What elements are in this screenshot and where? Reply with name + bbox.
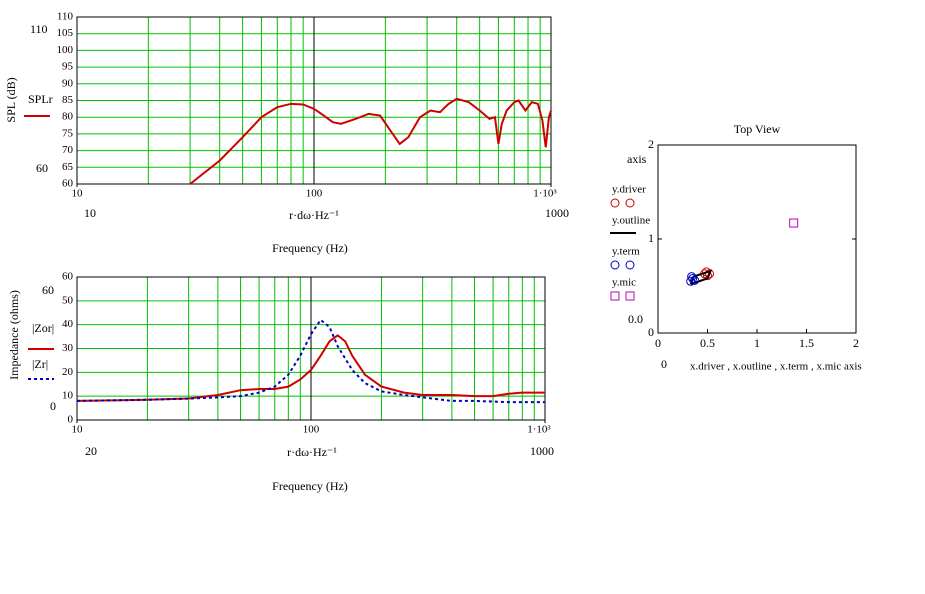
y-axis-label: SPL (dB): [4, 77, 18, 122]
y-tick-label: 95: [62, 61, 74, 73]
x-tick-label: 2: [853, 336, 859, 350]
x-limit-label: 1000: [545, 206, 569, 220]
legend-label: y.term: [612, 246, 640, 258]
y-tick-label: 20: [62, 366, 74, 378]
y-tick-label: 110: [57, 11, 74, 23]
y-tick-label: 40: [62, 318, 74, 330]
point: [686, 276, 696, 286]
x-limit-label: 20: [85, 444, 97, 458]
point: [704, 269, 714, 279]
legend-swatch: [610, 260, 620, 270]
y-tick-label: 105: [57, 27, 74, 39]
legend-swatch: [625, 291, 635, 301]
y-tick-label: 0: [648, 325, 654, 339]
y-limit-label: 110: [30, 22, 48, 36]
plot-frame: [76, 16, 552, 185]
legend-label: SPLr: [28, 92, 53, 106]
x-expression: r·dω·Hz⁻¹: [287, 445, 337, 459]
y-limit-label: 60: [42, 283, 54, 297]
x-tick-label: 10: [72, 188, 84, 200]
plot-frame: [76, 276, 546, 421]
y-tick-label: 75: [62, 127, 74, 139]
x-limit-label: 10: [84, 206, 96, 220]
x-tick-label: 1.5: [799, 336, 814, 350]
x-tick-label: 1·10³: [533, 188, 557, 200]
y-tick-label: 1: [648, 231, 654, 245]
chart-title: Top View: [734, 122, 781, 136]
y-tick-label: 60: [62, 271, 74, 283]
plot-frame: [657, 144, 857, 334]
legend-label: y.driver: [612, 184, 646, 196]
point: [789, 218, 799, 228]
outline: [689, 269, 713, 286]
y-tick-label: 90: [62, 77, 74, 89]
y-limit-label: 60: [36, 161, 48, 175]
x-tick-label: 10: [72, 424, 84, 436]
legend-swatch: [610, 291, 620, 301]
y-axis-label: Impedance (ohms): [7, 290, 21, 380]
legend-swatch: [625, 260, 635, 270]
legend-label: |Zor|: [32, 321, 54, 335]
y-tick-label: 65: [62, 161, 74, 173]
point: [687, 272, 697, 282]
x-tick-label: 1: [754, 336, 760, 350]
y-tick-label: 10: [62, 390, 74, 402]
series-line: [189, 97, 552, 185]
y-limit-label: 0.0: [628, 312, 643, 326]
y-tick-label: 60: [62, 178, 74, 190]
series-line: [76, 334, 545, 402]
x-tick-label: 0: [655, 336, 661, 350]
y-tick-label: 100: [57, 44, 74, 56]
x-tick-label: 100: [303, 424, 320, 436]
point: [688, 273, 698, 283]
legend-label: y.outline: [612, 215, 650, 227]
x-axis-label: x.driver , x.outline , x.term , x.mic ax…: [690, 361, 862, 373]
x-limit-label: 1000: [530, 444, 554, 458]
legend-swatch: [610, 198, 620, 208]
y-tick-label: 30: [62, 342, 74, 354]
y-tick-label: 85: [62, 94, 74, 106]
x-axis-label: Frequency (Hz): [272, 479, 348, 493]
x-tick-label: 1·10³: [527, 424, 551, 436]
y-tick-label: 50: [62, 294, 74, 306]
y-limit-label: 0: [50, 399, 56, 413]
y-axis-label: axis: [627, 152, 647, 166]
x-tick-label: 100: [306, 188, 323, 200]
x-expression: r·dω·Hz⁻¹: [289, 208, 339, 222]
x-tick-label: 0.5: [700, 336, 715, 350]
legend-label: y.mic: [612, 277, 636, 289]
y-tick-label: 0: [68, 414, 74, 426]
x-axis-label: Frequency (Hz): [272, 241, 348, 255]
x-limit-label: 0: [661, 357, 667, 371]
series-line: [76, 318, 545, 404]
y-tick-label: 80: [62, 111, 74, 123]
legend-swatch: [625, 198, 635, 208]
y-tick-label: 2: [648, 137, 654, 151]
y-tick-label: 70: [62, 144, 74, 156]
legend-label: |Zr|: [32, 357, 48, 371]
